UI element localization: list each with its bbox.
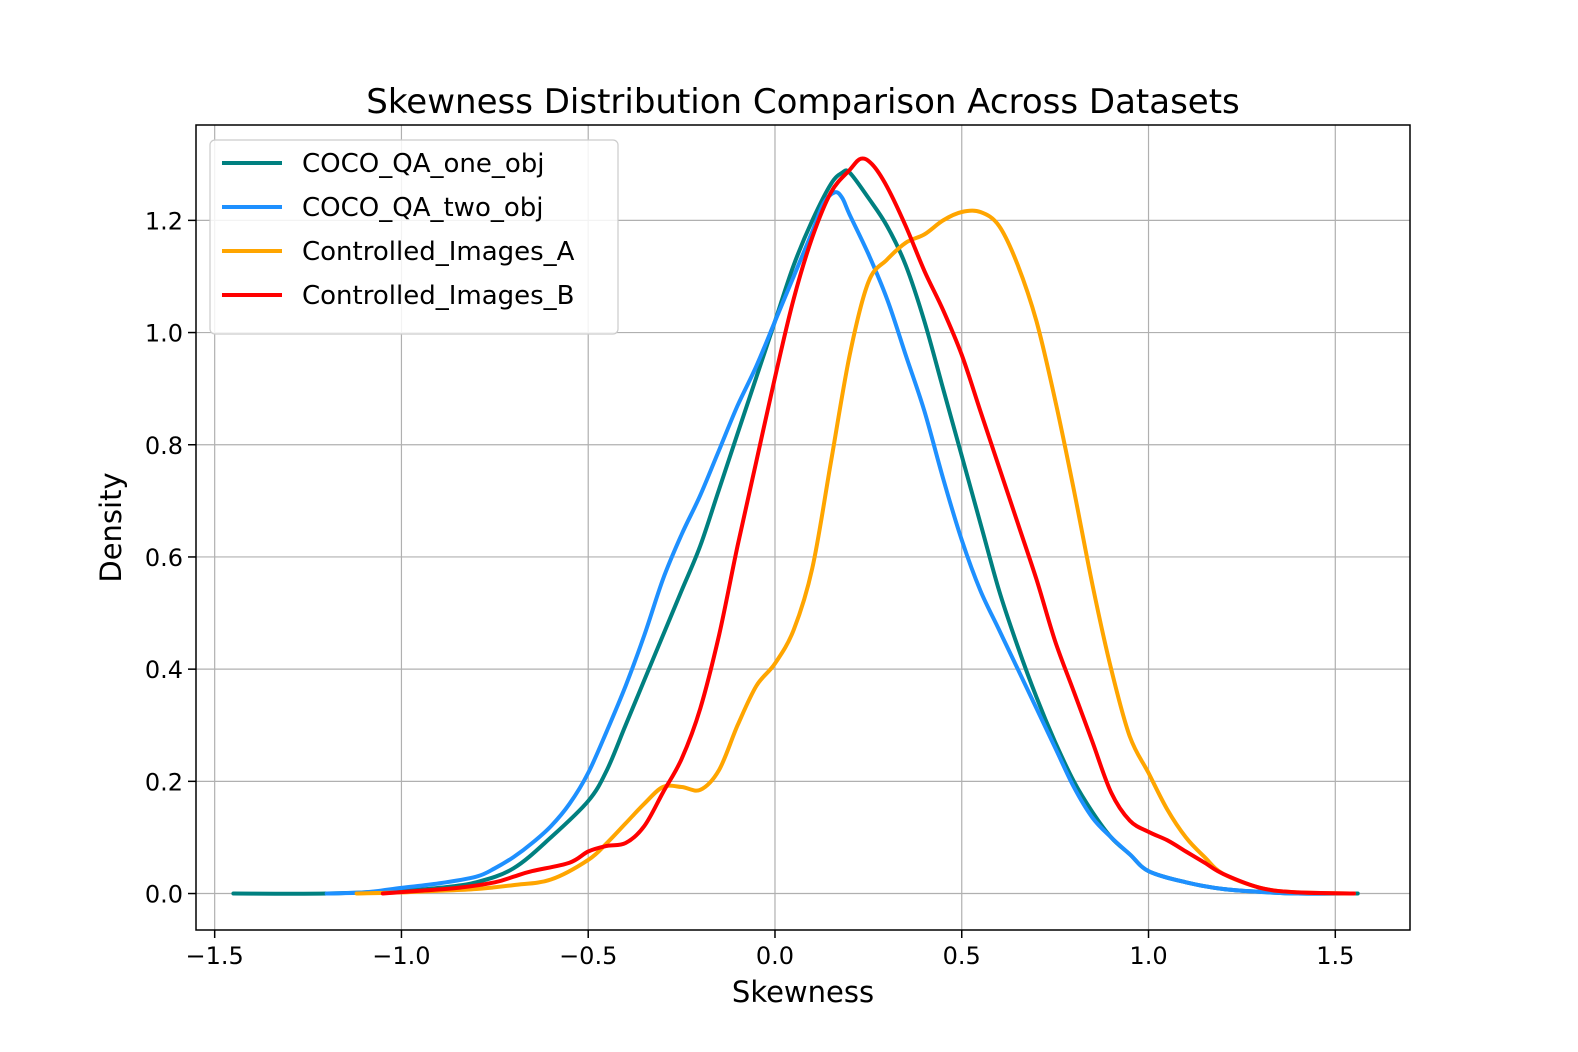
- y-tick-label: 0.4: [145, 656, 183, 684]
- y-tick-label: 0.2: [145, 768, 183, 796]
- x-tick-label: 0.5: [943, 942, 981, 970]
- series-layer: [231, 156, 1360, 896]
- y-tick-label: 0.6: [145, 544, 183, 572]
- x-axis-title: Skewness: [732, 975, 874, 1009]
- x-tick-label: −1.0: [372, 942, 430, 970]
- series-line-controlled-images-a: [354, 208, 1356, 896]
- tick-layer: −1.5 −1.0 −0.5 0.0 0.5 1.0 1.5 0.0 0.2 0.4 0.6 0.8 1…: [145, 207, 1355, 970]
- x-tick-label: 1.5: [1316, 942, 1354, 970]
- y-tick-label: 0.8: [145, 432, 183, 460]
- x-tick-label: −1.5: [186, 942, 244, 970]
- y-tick-label: 1.2: [145, 207, 183, 235]
- series-line-controlled-images-b: [380, 156, 1356, 896]
- legend-label: Controlled_Images_B: [302, 281, 575, 311]
- legend-box: [209, 139, 619, 335]
- y-tick-label: 1.0: [145, 320, 183, 348]
- x-tick-label: 1.0: [1129, 942, 1167, 970]
- chart-title: Skewness Distribution Comparison Across …: [366, 82, 1240, 122]
- y-axis-title: Density: [94, 472, 128, 582]
- legend-label: Controlled_Images_A: [302, 237, 575, 267]
- plot-frame: [195, 124, 1411, 931]
- x-tick-label: −0.5: [559, 942, 617, 970]
- y-tick-label: 0.0: [145, 881, 183, 909]
- legend: COCO_QA_one_obj COCO_QA_two_obj Controlled…: [209, 139, 619, 335]
- x-tick-label: 0.0: [756, 942, 794, 970]
- legend-label: COCO_QA_two_obj: [302, 193, 544, 223]
- legend-label: COCO_QA_one_obj: [302, 149, 545, 179]
